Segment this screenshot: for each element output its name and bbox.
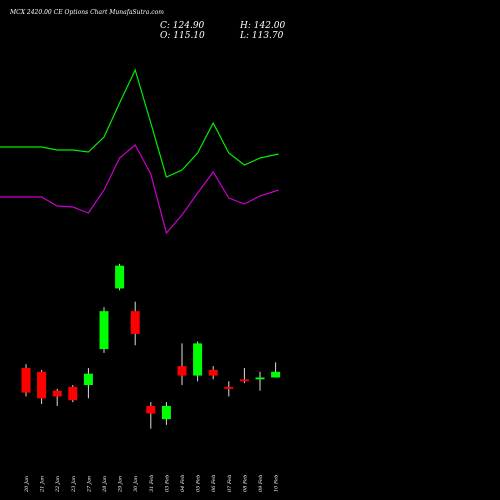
candle-body bbox=[83, 373, 93, 386]
candle-body bbox=[21, 368, 31, 393]
high-readout: H: 142.00 bbox=[239, 21, 286, 31]
candle bbox=[68, 385, 78, 403]
open-readout: O: 115.10 bbox=[160, 31, 205, 41]
x-tick-label: 08 Feb bbox=[242, 475, 248, 492]
x-tick-label: 05 Feb bbox=[196, 475, 202, 492]
candle-body bbox=[208, 369, 218, 376]
candle bbox=[146, 402, 156, 429]
candle-body bbox=[130, 311, 140, 334]
candles-group bbox=[21, 263, 281, 429]
x-tick-label: 10 Feb bbox=[274, 475, 280, 492]
x-tick-label: 22 Jan bbox=[55, 476, 61, 493]
candle bbox=[99, 307, 109, 353]
candle-body bbox=[68, 386, 78, 401]
candle-body bbox=[52, 390, 62, 397]
x-tick-label: 28 Jan bbox=[102, 476, 108, 493]
lower-band-line bbox=[0, 144, 279, 235]
x-tick-label: 23 Jan bbox=[71, 476, 77, 493]
candle-body bbox=[193, 343, 203, 376]
low-readout: L: 113.70 bbox=[239, 31, 284, 41]
x-tick-label: 04 Feb bbox=[180, 475, 186, 492]
x-tick-label: 06 Feb bbox=[211, 475, 217, 492]
candle bbox=[193, 341, 203, 382]
candle-body bbox=[37, 371, 47, 399]
x-tick-label: 27 Jan bbox=[86, 476, 92, 493]
candle-body bbox=[239, 379, 249, 382]
candle-body bbox=[255, 377, 265, 380]
candle-body bbox=[224, 386, 234, 389]
upper-band-line bbox=[0, 68, 279, 178]
x-tick-label: 21 Jan bbox=[40, 476, 46, 493]
x-tick-label: 20 Jan bbox=[24, 476, 30, 493]
candle bbox=[239, 368, 249, 384]
candle bbox=[255, 371, 265, 391]
x-tick-label: 31 Feb bbox=[149, 475, 155, 492]
candle bbox=[115, 263, 125, 291]
candle bbox=[37, 369, 47, 404]
x-axis-ticks: 20 Jan 21 Jan 22 Jan 23 Jan 27 Jan 28 Jan 29 J… bbox=[24, 475, 280, 493]
x-tick-label: 09 Feb bbox=[258, 475, 264, 492]
close-readout: C: 124.90 bbox=[160, 21, 205, 31]
candle bbox=[177, 343, 187, 386]
candle bbox=[21, 364, 31, 397]
candle bbox=[130, 301, 140, 346]
x-tick-label: 30 Jan bbox=[133, 476, 139, 492]
candle bbox=[271, 362, 281, 378]
x-tick-label: 29 Jan bbox=[118, 476, 124, 493]
candle-body bbox=[271, 371, 281, 378]
candle-body bbox=[161, 405, 171, 420]
candle-body bbox=[177, 366, 187, 376]
x-tick-label: 07 Feb bbox=[227, 475, 233, 492]
x-tick-label: 03 Feb bbox=[164, 475, 170, 492]
candle bbox=[224, 381, 234, 397]
candle bbox=[52, 388, 62, 406]
candle bbox=[161, 402, 171, 425]
candle-body bbox=[115, 265, 125, 289]
candle-body bbox=[99, 311, 109, 350]
band-lines bbox=[0, 68, 279, 235]
candle bbox=[83, 368, 93, 399]
candle bbox=[208, 366, 218, 380]
candle-body bbox=[146, 405, 156, 414]
chart-title: MCX 2420.00 CE Options Chart MunafaSutra… bbox=[9, 9, 164, 16]
